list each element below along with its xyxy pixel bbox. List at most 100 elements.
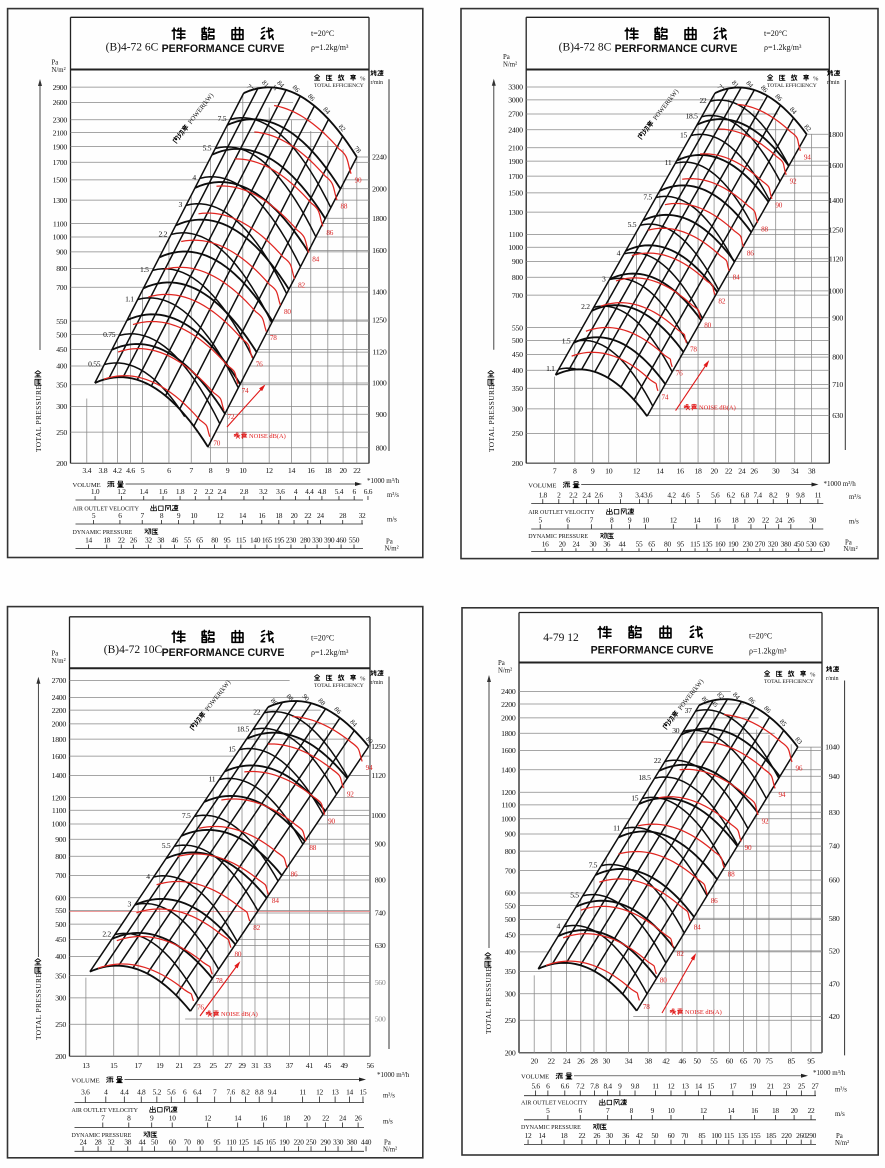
svg-text:92: 92 xyxy=(790,178,797,186)
svg-text:250: 250 xyxy=(56,428,67,437)
svg-text:2200: 2200 xyxy=(52,706,67,715)
svg-text:500: 500 xyxy=(512,336,523,345)
svg-text:84: 84 xyxy=(694,924,701,932)
svg-text:470: 470 xyxy=(829,979,840,988)
svg-text:2.2: 2.2 xyxy=(205,487,214,496)
svg-text:12: 12 xyxy=(316,1088,323,1097)
svg-text:11: 11 xyxy=(613,823,620,832)
svg-text:83: 83 xyxy=(793,736,803,746)
svg-text:900: 900 xyxy=(55,835,66,844)
svg-text:NOISE dB(A): NOISE dB(A) xyxy=(221,1011,258,1018)
svg-text:390: 390 xyxy=(324,536,335,545)
svg-text:20: 20 xyxy=(291,511,298,520)
svg-text:12: 12 xyxy=(266,466,274,475)
svg-text:46: 46 xyxy=(171,536,178,545)
svg-text:24: 24 xyxy=(80,1138,87,1147)
svg-text:82: 82 xyxy=(677,950,684,958)
svg-text:1300: 1300 xyxy=(508,208,523,217)
svg-text:2.6: 2.6 xyxy=(594,490,603,499)
svg-text:76: 76 xyxy=(676,370,683,378)
svg-text:Pa: Pa xyxy=(384,1140,391,1147)
svg-text:550: 550 xyxy=(505,901,516,910)
svg-text:145: 145 xyxy=(253,1138,264,1147)
svg-text:70: 70 xyxy=(184,1138,191,1147)
svg-text:2100: 2100 xyxy=(508,143,523,152)
svg-text:65: 65 xyxy=(648,540,655,549)
svg-text:44: 44 xyxy=(619,540,626,549)
svg-text:ρ=1.2kg/m³: ρ=1.2kg/m³ xyxy=(764,43,802,52)
svg-text:PERFORMANCE CURVE: PERFORMANCE CURVE xyxy=(162,647,285,659)
svg-text:20: 20 xyxy=(339,466,347,475)
svg-text:85: 85 xyxy=(778,718,788,728)
svg-text:21: 21 xyxy=(176,1061,184,1070)
svg-text:6: 6 xyxy=(566,515,570,524)
svg-text:6: 6 xyxy=(579,1106,583,1115)
svg-text:1600: 1600 xyxy=(501,746,516,755)
svg-text:20: 20 xyxy=(748,515,755,524)
svg-text:AIR OUTLET VELOCITY: AIR OUTLET VELOCITY xyxy=(528,510,595,516)
svg-text:17: 17 xyxy=(134,1061,142,1070)
svg-text:14: 14 xyxy=(288,466,296,475)
svg-text:84: 84 xyxy=(731,691,741,701)
svg-text:250: 250 xyxy=(306,1138,317,1147)
svg-text:940: 940 xyxy=(829,772,840,781)
svg-text:800: 800 xyxy=(375,876,386,885)
svg-text:ρ=1.2kg/m³: ρ=1.2kg/m³ xyxy=(311,43,349,52)
svg-text:4.2: 4.2 xyxy=(113,466,122,475)
svg-text:9: 9 xyxy=(226,466,230,475)
svg-text:PERFORMANCE CURVE: PERFORMANCE CURVE xyxy=(162,43,285,55)
svg-text:Pa: Pa xyxy=(52,651,59,658)
svg-text:14: 14 xyxy=(239,511,246,520)
svg-text:m³/s: m³/s xyxy=(835,1087,847,1094)
svg-text:1.0: 1.0 xyxy=(91,487,100,496)
svg-text:800: 800 xyxy=(832,353,843,362)
svg-text:3.6: 3.6 xyxy=(81,1088,90,1097)
svg-text:7.5: 7.5 xyxy=(643,192,652,201)
svg-text:350: 350 xyxy=(56,380,67,389)
svg-text:300: 300 xyxy=(505,989,516,998)
svg-text:400: 400 xyxy=(505,948,516,957)
svg-text:17: 17 xyxy=(729,1082,736,1091)
svg-text:7: 7 xyxy=(141,511,145,520)
svg-text:23: 23 xyxy=(783,1082,790,1091)
svg-text:1000: 1000 xyxy=(371,811,386,820)
svg-text:3.6: 3.6 xyxy=(276,487,285,496)
svg-text:74: 74 xyxy=(661,394,668,402)
svg-text:22: 22 xyxy=(654,756,661,765)
svg-text:90: 90 xyxy=(301,693,311,703)
svg-text:9.8: 9.8 xyxy=(796,490,805,499)
svg-text:13: 13 xyxy=(332,1088,339,1097)
svg-text:900: 900 xyxy=(56,248,67,257)
svg-text:830: 830 xyxy=(829,808,840,817)
svg-text:400: 400 xyxy=(55,952,66,961)
svg-text:24: 24 xyxy=(563,1057,571,1066)
svg-text:5: 5 xyxy=(696,490,700,499)
svg-text:160: 160 xyxy=(715,540,726,549)
svg-text:3: 3 xyxy=(128,899,132,908)
svg-text:%: % xyxy=(813,76,819,83)
svg-text:135: 135 xyxy=(738,1131,749,1140)
svg-text:900: 900 xyxy=(505,830,516,839)
svg-text:5: 5 xyxy=(546,1106,550,1115)
svg-text:2200: 2200 xyxy=(501,700,516,709)
svg-text:135: 135 xyxy=(702,540,713,549)
svg-text:VOLUME: VOLUME xyxy=(528,482,556,489)
svg-text:14: 14 xyxy=(727,1106,734,1115)
svg-text:250: 250 xyxy=(512,429,523,438)
svg-text:4.4: 4.4 xyxy=(305,487,314,496)
svg-text:800: 800 xyxy=(376,443,387,452)
svg-text:1100: 1100 xyxy=(509,230,524,239)
svg-text:m³/s: m³/s xyxy=(849,494,861,501)
svg-text:4.2: 4.2 xyxy=(667,490,676,499)
svg-text:80: 80 xyxy=(364,736,374,746)
svg-text:Pa: Pa xyxy=(845,539,852,546)
svg-text:92: 92 xyxy=(347,791,354,799)
svg-text:88: 88 xyxy=(285,693,295,703)
svg-text:PERFORMANCE CURVE: PERFORMANCE CURVE xyxy=(591,645,714,657)
svg-text:710: 710 xyxy=(832,380,843,389)
svg-text:41: 41 xyxy=(306,1061,314,1070)
svg-text:900: 900 xyxy=(512,257,523,266)
svg-text:1000: 1000 xyxy=(52,820,67,829)
svg-text:7.5: 7.5 xyxy=(589,861,598,870)
svg-text:12: 12 xyxy=(668,1082,675,1091)
